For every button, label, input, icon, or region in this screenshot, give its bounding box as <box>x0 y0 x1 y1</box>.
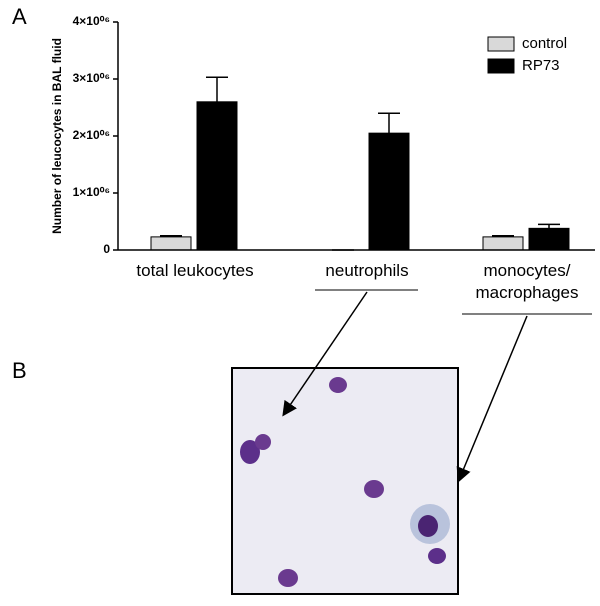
y-tick-label: 2×10⁰⁶ <box>73 128 110 142</box>
error-bar <box>378 112 400 134</box>
y-tick-label: 4×10⁰⁶ <box>73 14 110 28</box>
legend-swatch <box>487 36 515 52</box>
bar <box>196 101 238 251</box>
error-bar <box>160 235 182 237</box>
x-tick-label: neutrophils <box>325 261 409 280</box>
panel-label: A <box>12 4 27 29</box>
y-tick-label: 1×10⁰⁶ <box>73 185 110 199</box>
y-tick-label: 0 <box>103 242 110 256</box>
x-tick-label: monocytes/ macrophages <box>475 261 579 302</box>
bar <box>482 236 524 251</box>
legend-swatch <box>487 58 515 74</box>
arrow <box>456 315 528 483</box>
micrograph <box>231 367 459 595</box>
error-bar <box>538 223 560 229</box>
bar <box>528 227 570 251</box>
y-axis-label: Number of leucocytes in BAL fluid <box>50 38 64 234</box>
legend-label: control <box>522 35 567 52</box>
bar <box>150 236 192 251</box>
legend-label: RP73 <box>522 57 560 74</box>
arrow <box>282 291 368 417</box>
error-bar <box>492 235 514 237</box>
y-tick-label: 3×10⁰⁶ <box>73 71 110 85</box>
x-tick-label: total leukocytes <box>136 261 254 280</box>
error-bar <box>206 76 228 102</box>
panel-label: B <box>12 358 27 383</box>
bar <box>368 132 410 251</box>
